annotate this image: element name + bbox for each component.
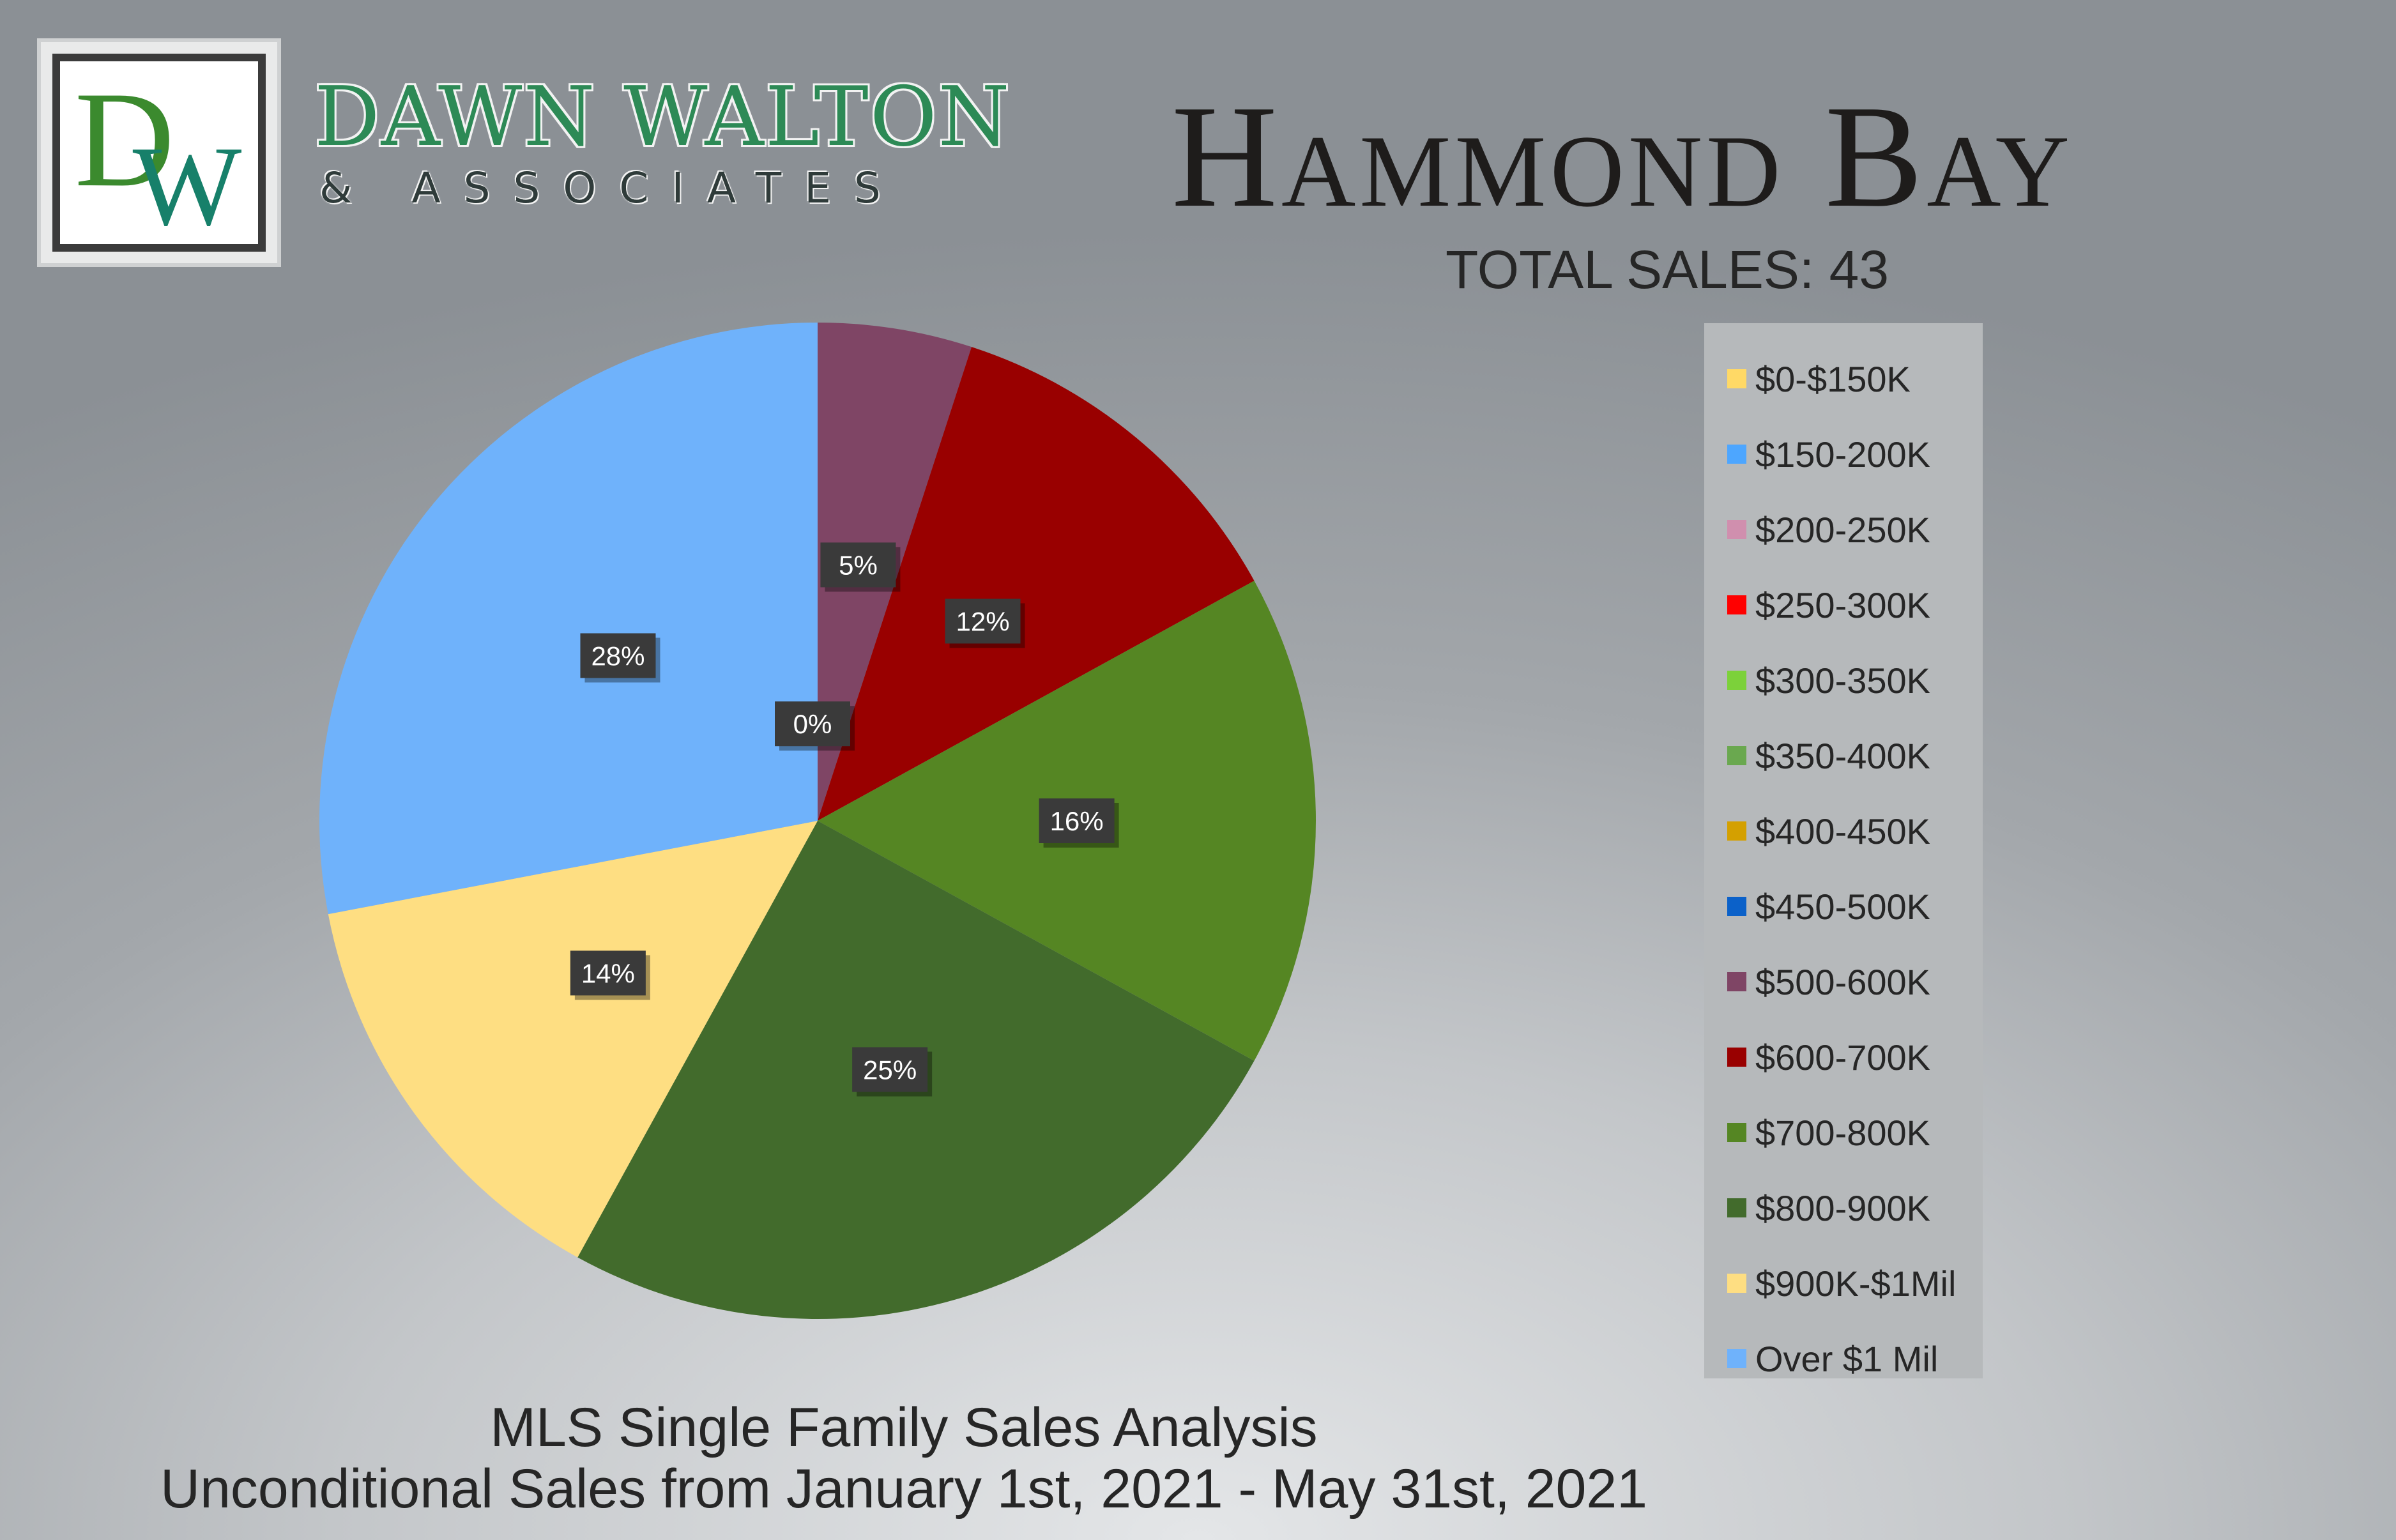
legend-swatch bbox=[1727, 746, 1746, 765]
legend-item-900k-1mil: $900K-$1Mil bbox=[1704, 1246, 1983, 1321]
legend-item-500-600k: $500-600K bbox=[1704, 944, 1983, 1019]
legend-item-0-150k: $0-$150K bbox=[1704, 341, 1983, 416]
chart-legend: $0-$150K $150-200K $200-250K $250-300K $300-… bbox=[1704, 323, 1983, 1379]
legend-label: $500-600K bbox=[1755, 961, 1931, 1002]
svg-text:14%: 14% bbox=[581, 958, 635, 988]
legend-label: $200-250K bbox=[1755, 509, 1931, 550]
legend-swatch bbox=[1727, 520, 1746, 539]
legend-label: $300-350K bbox=[1755, 660, 1931, 701]
legend-item-700-800k: $700-800K bbox=[1704, 1095, 1983, 1170]
svg-text:12%: 12% bbox=[956, 606, 1010, 636]
legend-swatch bbox=[1727, 1349, 1746, 1368]
svg-text:5%: 5% bbox=[839, 550, 878, 580]
legend-label: $800-900K bbox=[1755, 1187, 1931, 1228]
svg-text:28%: 28% bbox=[591, 641, 645, 671]
svg-text:D: D bbox=[75, 63, 175, 215]
legend-label: Over $1 Mil bbox=[1755, 1338, 1939, 1379]
legend-swatch bbox=[1727, 972, 1746, 991]
chart-title: Hammond Bay bbox=[1171, 75, 2074, 238]
data-label-600-700k: 12% bbox=[945, 598, 1025, 648]
legend-item-300-350k: $300-350K bbox=[1704, 643, 1983, 718]
legend-item-400-450k: $400-450K bbox=[1704, 793, 1983, 869]
legend-label: $350-400K bbox=[1755, 735, 1931, 776]
legend-item-600-700k: $600-700K bbox=[1704, 1019, 1983, 1095]
data-label-800-900k: 25% bbox=[852, 1047, 933, 1097]
legend-swatch bbox=[1727, 1198, 1746, 1217]
legend-swatch bbox=[1727, 1048, 1746, 1067]
pie-slice-900k-1mil bbox=[328, 821, 818, 1258]
dw-monogram-icon: D W bbox=[75, 63, 242, 249]
legend-item-800-900k: $800-900K bbox=[1704, 1170, 1983, 1246]
svg-text:W: W bbox=[133, 123, 242, 244]
pie-slice-over-1-mil bbox=[319, 323, 818, 915]
total-sales: TOTAL SALES: 43 bbox=[1445, 240, 1889, 300]
pie-slice-600-700k bbox=[818, 347, 1255, 821]
legend-label: $400-450K bbox=[1755, 811, 1931, 851]
legend-swatch bbox=[1727, 369, 1746, 388]
data-label-450-500k: 0% bbox=[775, 701, 855, 751]
svg-text:25%: 25% bbox=[863, 1055, 917, 1085]
legend-label: $900K-$1Mil bbox=[1755, 1263, 1957, 1304]
legend-swatch bbox=[1727, 897, 1746, 916]
report-date-range: Unconditional Sales from January 1st, 20… bbox=[160, 1458, 1648, 1520]
brand-logo: D W bbox=[37, 38, 281, 267]
legend-item-450-500k: $450-500K bbox=[1704, 869, 1983, 944]
legend-swatch bbox=[1727, 595, 1746, 614]
legend-label: $450-500K bbox=[1755, 886, 1931, 927]
data-label-700-800k: 16% bbox=[1039, 798, 1119, 848]
legend-item-over-1-mil: Over $1 Mil bbox=[1704, 1321, 1983, 1396]
svg-text:16%: 16% bbox=[1050, 806, 1104, 836]
data-label-900k-1mil: 14% bbox=[570, 950, 650, 1000]
legend-swatch bbox=[1727, 445, 1746, 464]
svg-text:0%: 0% bbox=[793, 709, 832, 739]
logo-frame: D W bbox=[52, 54, 266, 252]
data-label-over-1-mil: 28% bbox=[580, 633, 660, 683]
legend-item-350-400k: $350-400K bbox=[1704, 718, 1983, 793]
legend-label: $250-300K bbox=[1755, 584, 1931, 625]
legend-swatch bbox=[1727, 821, 1746, 841]
legend-swatch bbox=[1727, 671, 1746, 690]
legend-label: $0-$150K bbox=[1755, 358, 1911, 399]
legend-label: $600-700K bbox=[1755, 1037, 1931, 1078]
legend-item-150-200k: $150-200K bbox=[1704, 416, 1983, 492]
legend-swatch bbox=[1727, 1123, 1746, 1142]
brand-subtitle: & ASSOCIATES bbox=[319, 164, 904, 213]
legend-swatch bbox=[1727, 1274, 1746, 1293]
legend-label: $700-800K bbox=[1755, 1112, 1931, 1153]
legend-label: $150-200K bbox=[1755, 434, 1931, 475]
legend-item-200-250k: $200-250K bbox=[1704, 492, 1983, 567]
report-title: MLS Single Family Sales Analysis bbox=[490, 1397, 1318, 1458]
legend-item-250-300k: $250-300K bbox=[1704, 567, 1983, 643]
data-label-500-600k: 5% bbox=[820, 542, 901, 592]
brand-name: DAWN WALTON bbox=[314, 70, 1011, 165]
